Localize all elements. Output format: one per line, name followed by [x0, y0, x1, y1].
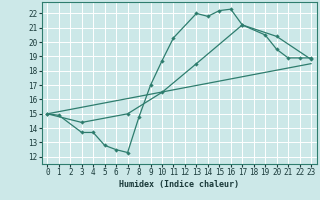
X-axis label: Humidex (Indice chaleur): Humidex (Indice chaleur)	[119, 180, 239, 189]
